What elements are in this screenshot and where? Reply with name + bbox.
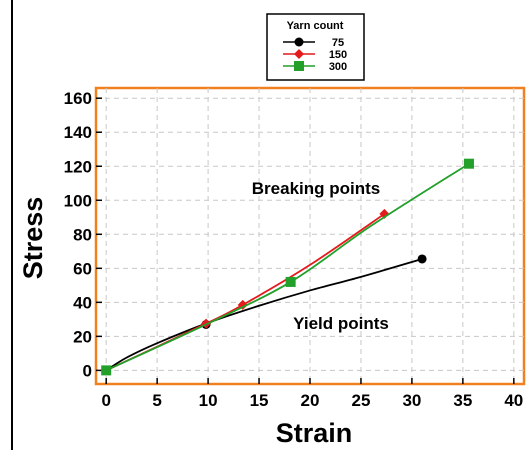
grid xyxy=(96,88,524,384)
data-point-300-0 xyxy=(101,365,112,376)
y-tick-label-100: 100 xyxy=(64,191,92,210)
y-tick-label-120: 120 xyxy=(64,157,92,176)
x-tick-label-10: 10 xyxy=(199,391,218,410)
legend-label-150: 150 xyxy=(329,49,347,61)
data-point-75-2 xyxy=(417,254,427,264)
legend-marker-75 xyxy=(294,37,304,47)
y-tick-label-0: 0 xyxy=(83,361,92,380)
series-line-75 xyxy=(105,258,423,372)
y-tick-label-160: 160 xyxy=(64,89,92,108)
series-group xyxy=(101,158,474,376)
x-tick-label-25: 25 xyxy=(351,391,370,410)
y-tick-label-20: 20 xyxy=(73,327,92,346)
data-point-300-2 xyxy=(463,158,474,169)
x-axis-title: Strain xyxy=(276,418,353,448)
y-tick-label-60: 60 xyxy=(73,259,92,278)
x-tick-label-15: 15 xyxy=(250,391,269,410)
series-300 xyxy=(101,158,474,376)
x-tick-label-5: 5 xyxy=(152,391,161,410)
legend-marker-150 xyxy=(294,49,304,59)
annotation-breaking-points: Breaking points xyxy=(252,179,380,198)
y-axis-title: Stress xyxy=(18,197,48,280)
y-tick-label-40: 40 xyxy=(73,293,92,312)
x-tick-label-20: 20 xyxy=(301,391,320,410)
legend-label-75: 75 xyxy=(332,37,344,49)
legend-box xyxy=(266,13,365,81)
x-tick-label-0: 0 xyxy=(101,391,110,410)
legend-title: Yarn count xyxy=(287,20,344,32)
y-tick-label-140: 140 xyxy=(64,123,92,142)
annotation-yield-points: Yield points xyxy=(293,314,389,333)
legend-label-300: 300 xyxy=(329,61,347,73)
data-point-300-1 xyxy=(285,276,296,287)
x-tick-label-35: 35 xyxy=(453,391,472,410)
axis-ticks: 0 5 10 15 20 25 30 35 40 0 20 40 60 80 100 120 140 160 xyxy=(64,89,524,410)
y-tick-label-80: 80 xyxy=(73,225,92,244)
x-tick-label-30: 30 xyxy=(402,391,421,410)
legend-marker-300 xyxy=(294,61,304,71)
x-tick-label-40: 40 xyxy=(504,391,523,410)
